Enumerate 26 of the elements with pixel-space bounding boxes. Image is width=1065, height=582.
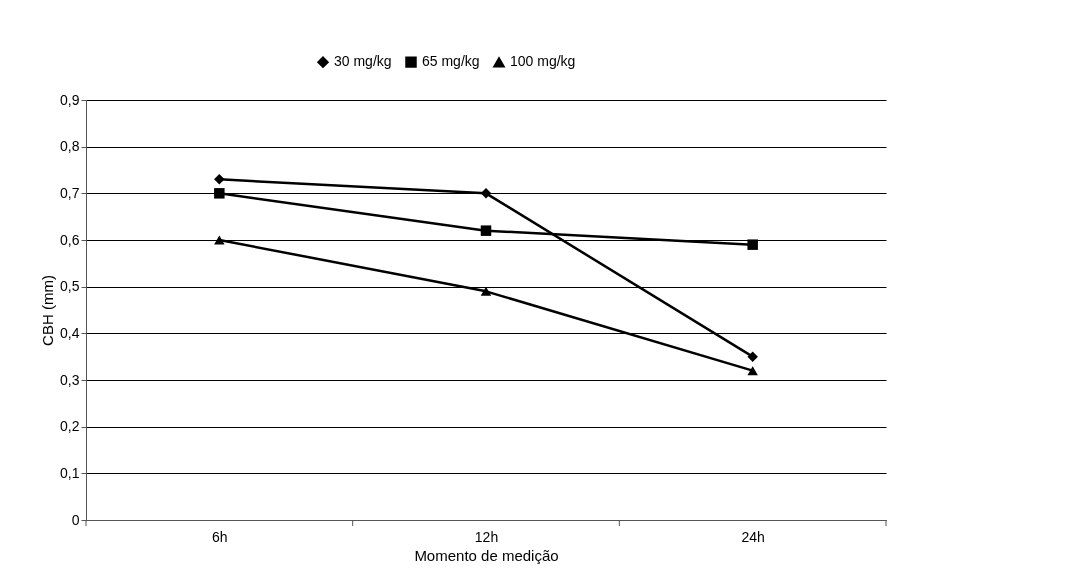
point bbox=[747, 239, 758, 250]
point bbox=[480, 225, 492, 236]
point bbox=[214, 235, 225, 245]
point bbox=[214, 174, 225, 185]
point bbox=[214, 188, 225, 199]
legend-label: 100 mg/kg bbox=[510, 53, 576, 70]
x-tick-label: 12h bbox=[474, 528, 499, 545]
y-tick-label: 0,3 bbox=[60, 371, 80, 388]
y-tick-label: 0,9 bbox=[60, 91, 80, 108]
y-tick-label: 0,6 bbox=[60, 231, 80, 248]
y-tick-label: 0,8 bbox=[60, 138, 80, 155]
y-tick-label: 0,1 bbox=[60, 464, 80, 481]
legend-label: 30 mg/kg bbox=[334, 53, 392, 70]
x-tick-label: 24h bbox=[741, 528, 765, 545]
y-tick-label: 0,5 bbox=[60, 278, 80, 295]
y-tick-label: 0,2 bbox=[60, 418, 80, 435]
point bbox=[747, 366, 758, 376]
point bbox=[747, 351, 758, 362]
y-tick-label: 0 bbox=[71, 511, 80, 528]
x-tick-label: 6h bbox=[212, 528, 228, 545]
y-tick-label: 0,7 bbox=[60, 184, 80, 201]
legend-label: 65 mg/kg bbox=[422, 53, 480, 70]
point bbox=[480, 188, 492, 199]
y-axis-title: CBH (mm) bbox=[39, 275, 57, 346]
x-axis-title: Momento de medição bbox=[414, 546, 559, 564]
y-tick-label: 0,4 bbox=[60, 324, 80, 341]
